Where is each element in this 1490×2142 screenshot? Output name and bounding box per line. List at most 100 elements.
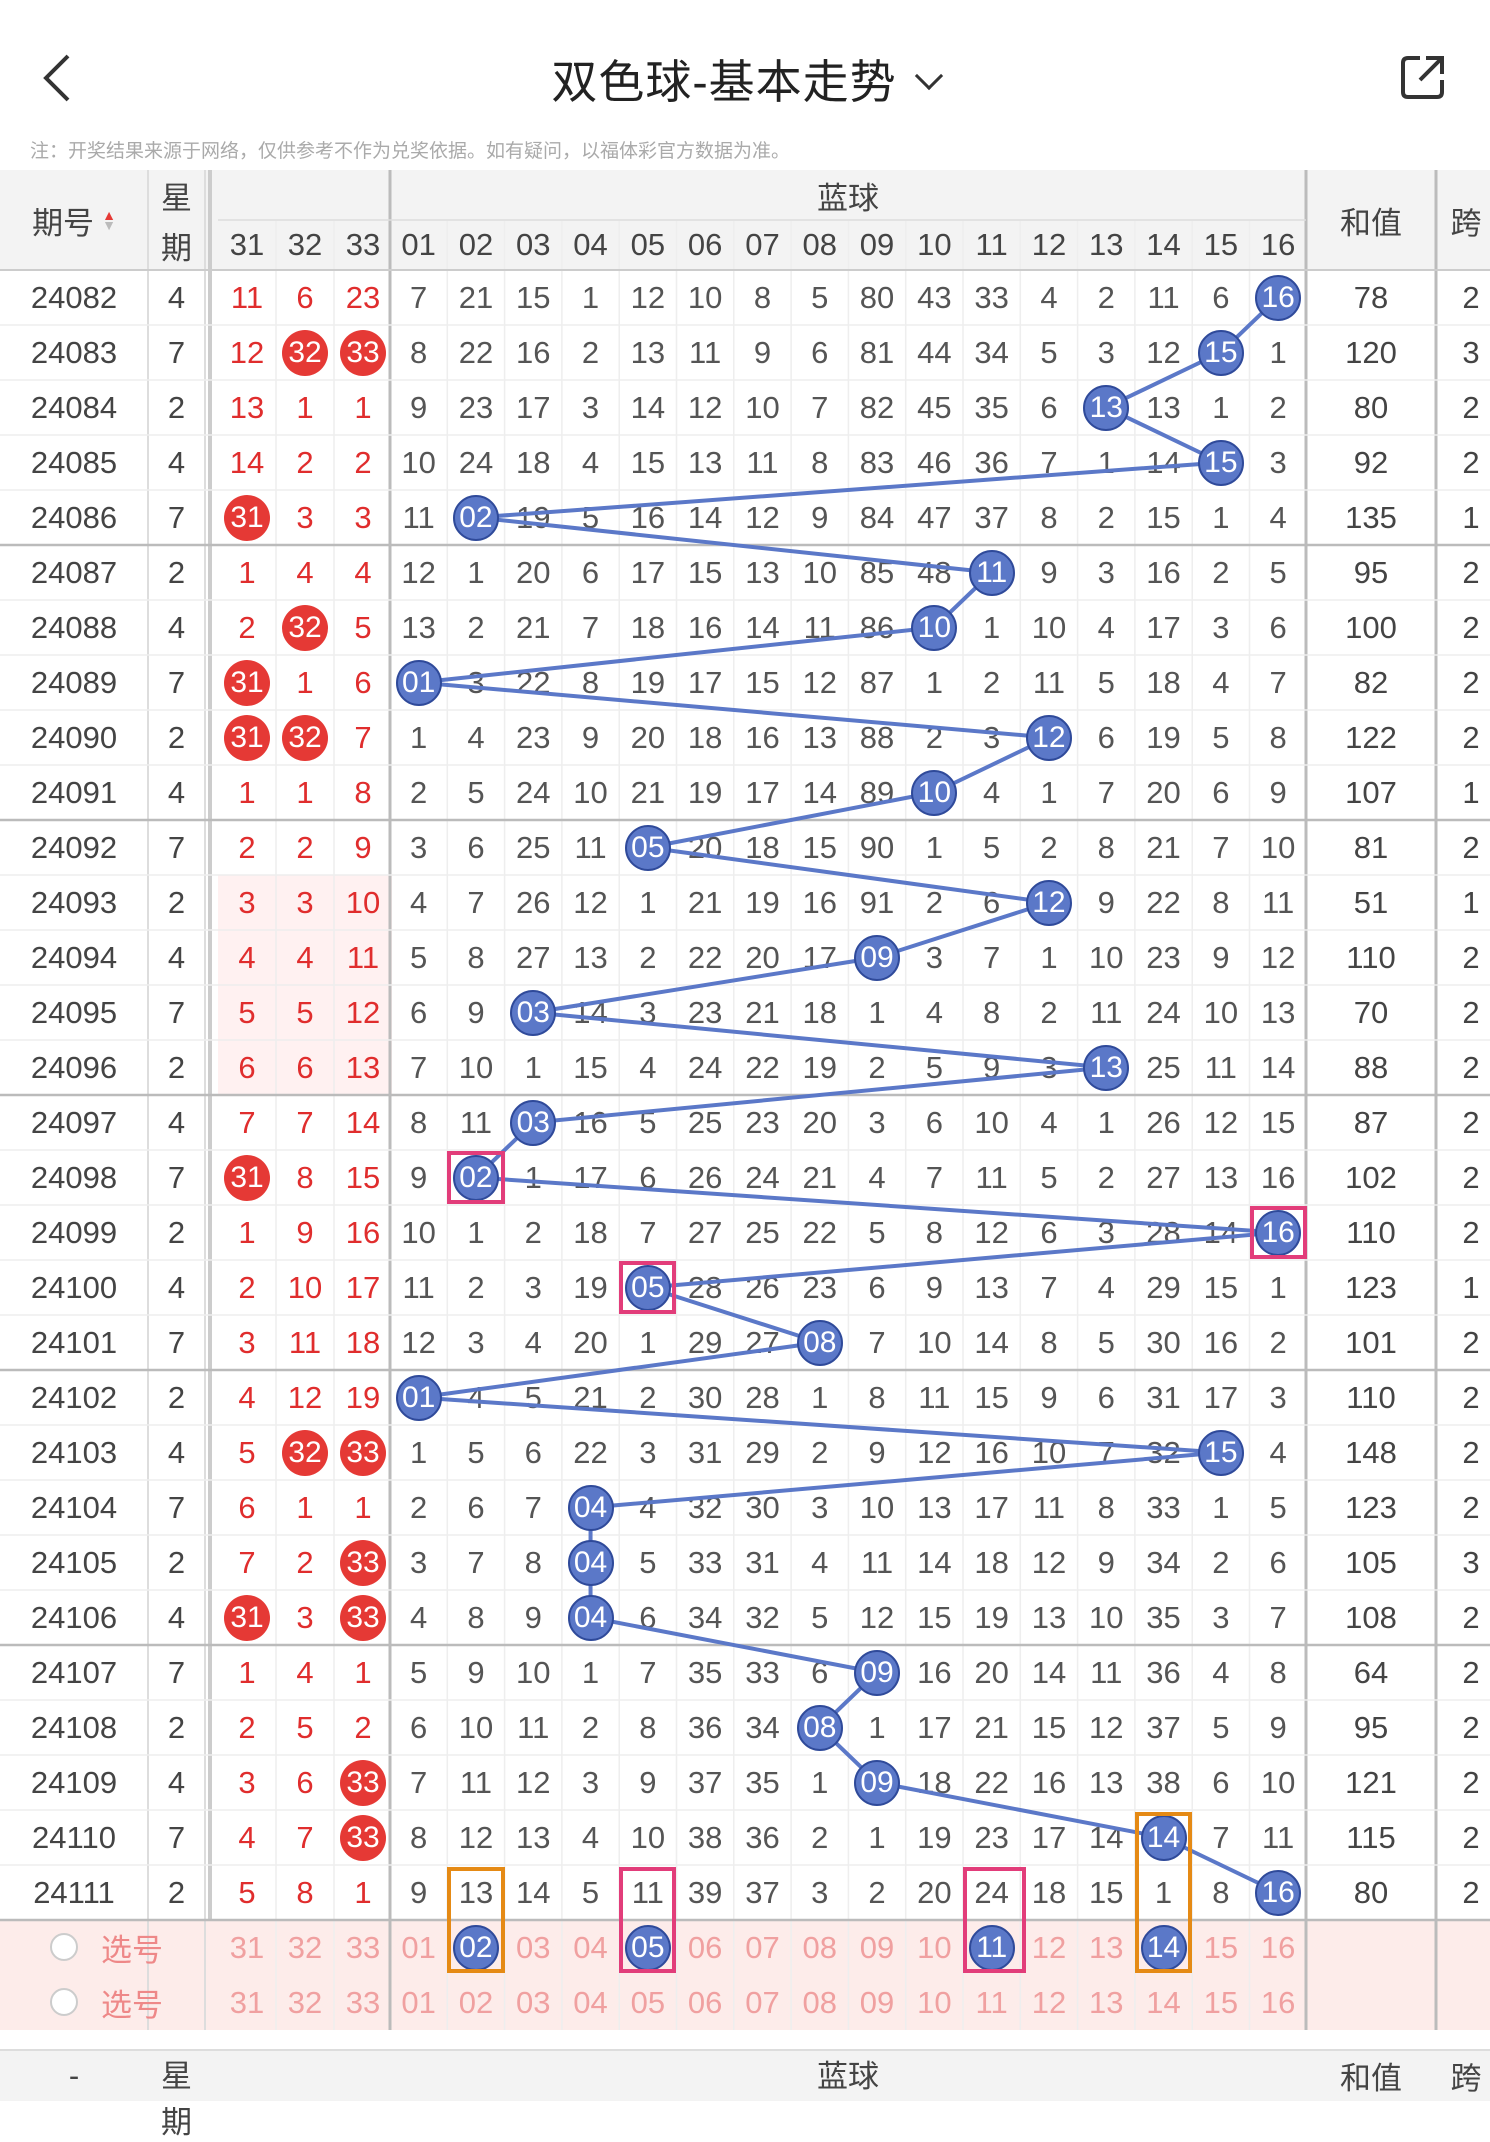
red-miss-count: 1 bbox=[238, 554, 256, 590]
blue-miss-count: 6 bbox=[868, 1269, 886, 1305]
blue-miss-count: 6 bbox=[1269, 609, 1287, 645]
blue-miss-count: 21 bbox=[458, 279, 494, 315]
red-miss-count: 1 bbox=[296, 664, 314, 700]
red-miss-count: 10 bbox=[345, 884, 381, 920]
blue-miss-count: 2 bbox=[811, 1819, 829, 1855]
issue-number: 24102 bbox=[30, 1379, 118, 1415]
red-miss-count: 4 bbox=[296, 1654, 314, 1690]
span-value: 2 bbox=[1462, 1654, 1480, 1690]
sum-value: 121 bbox=[1345, 1764, 1397, 1800]
blue-miss-count: 4 bbox=[1097, 1269, 1115, 1305]
blue-miss-count: 7 bbox=[639, 1654, 657, 1690]
blue-miss-count: 86 bbox=[859, 609, 895, 645]
blue-miss-count: 6 bbox=[639, 1159, 657, 1195]
blue-miss-count: 19 bbox=[687, 774, 723, 810]
blue-miss-count: 11 bbox=[1090, 1654, 1123, 1690]
blue-miss-count: 1 bbox=[1212, 1489, 1230, 1525]
blue-miss-count: 24 bbox=[745, 1159, 780, 1195]
blue-miss-count: 7 bbox=[1269, 1599, 1287, 1635]
header-blue-col: 05 bbox=[630, 227, 666, 262]
blue-miss-count: 8 bbox=[410, 334, 428, 370]
blue-miss-count: 22 bbox=[458, 334, 494, 370]
blue-miss-count: 11 bbox=[459, 1764, 493, 1800]
blue-miss-count: 3 bbox=[410, 829, 428, 865]
week-day: 2 bbox=[167, 884, 186, 920]
blue-miss-count: 81 bbox=[859, 334, 895, 370]
blue-miss-count: 9 bbox=[1269, 1709, 1287, 1745]
blue-miss-count: 28 bbox=[687, 1269, 723, 1305]
blue-miss-count: 4 bbox=[1040, 1104, 1058, 1140]
red-miss-count: 1 bbox=[238, 774, 256, 810]
blue-miss-count: 6 bbox=[1097, 1379, 1115, 1415]
blue-miss-count: 10 bbox=[630, 1819, 666, 1855]
blue-miss-count: 5 bbox=[467, 774, 485, 810]
blue-ball: 01 bbox=[395, 1374, 442, 1421]
issue-number: 24110 bbox=[32, 1819, 116, 1855]
blue-miss-count: 7 bbox=[1040, 1269, 1058, 1305]
blue-miss-count: 1 bbox=[1040, 939, 1058, 975]
blue-miss-count: 2 bbox=[868, 1049, 886, 1085]
blue-miss-count: 5 bbox=[639, 1544, 657, 1580]
page-title[interactable]: 双色球-基本走势 bbox=[0, 46, 1490, 112]
blue-miss-count: 8 bbox=[811, 444, 829, 480]
sum-value: 108 bbox=[1345, 1599, 1397, 1635]
issue-number: 24092 bbox=[30, 829, 118, 865]
header-blue-col: 11 bbox=[975, 227, 1008, 262]
red-miss-count: 2 bbox=[238, 1709, 256, 1745]
blue-miss-count: 8 bbox=[410, 1819, 428, 1855]
blue-miss-count: 5 bbox=[1212, 719, 1230, 755]
blue-miss-count: 12 bbox=[917, 1434, 952, 1470]
blue-ball: 13 bbox=[1083, 1044, 1130, 1091]
red-miss-count: 2 bbox=[238, 609, 256, 645]
blue-miss-count: 3 bbox=[925, 939, 943, 975]
blue-miss-count: 1 bbox=[639, 1324, 657, 1360]
issue-number: 24090 bbox=[30, 719, 118, 755]
sum-value: 102 bbox=[1345, 1159, 1397, 1195]
blue-miss-count: 11 bbox=[574, 829, 607, 865]
blue-miss-count: 1 bbox=[1097, 1104, 1115, 1140]
red-miss-count: 8 bbox=[354, 774, 372, 810]
blue-miss-count: 13 bbox=[1203, 1159, 1239, 1195]
header-issue[interactable]: 期号 ▲ ▼ bbox=[0, 170, 148, 270]
sum-value: 88 bbox=[1353, 1049, 1389, 1085]
blue-miss-count: 2 bbox=[581, 334, 600, 370]
red-miss-count: 2 bbox=[238, 1269, 256, 1305]
blue-miss-count: 10 bbox=[974, 1104, 1009, 1140]
sort-icon[interactable]: ▲ ▼ bbox=[102, 207, 116, 233]
header-sum: 和值 bbox=[1340, 205, 1402, 241]
blue-miss-count: 6 bbox=[811, 334, 829, 370]
blue-miss-count: 33 bbox=[1146, 1489, 1181, 1525]
blue-miss-count: 2 bbox=[811, 1434, 829, 1470]
blue-miss-count: 7 bbox=[467, 1544, 485, 1580]
header-blue-col: 02 bbox=[458, 227, 494, 262]
blue-miss-count: 12 bbox=[630, 279, 666, 315]
issue-number: 24088 bbox=[30, 609, 118, 645]
back-arrow-icon[interactable] bbox=[38, 50, 88, 106]
blue-miss-count: 5 bbox=[868, 1214, 886, 1250]
red-miss-count: 2 bbox=[296, 1544, 314, 1580]
week-day: 4 bbox=[167, 609, 186, 645]
blue-miss-count: 13 bbox=[917, 1489, 952, 1525]
blue-miss-count: 17 bbox=[917, 1709, 952, 1745]
blue-miss-count: 7 bbox=[410, 1049, 428, 1085]
red-miss-count: 2 bbox=[354, 1709, 372, 1745]
blue-miss-count: 1 bbox=[467, 554, 485, 590]
blue-miss-count: 7 bbox=[1212, 829, 1230, 865]
header-week-2: 期 bbox=[161, 230, 192, 266]
blue-miss-count: 20 bbox=[802, 1104, 837, 1140]
blue-miss-count: 3 bbox=[1097, 554, 1115, 590]
blue-miss-count: 2 bbox=[925, 884, 943, 920]
share-icon[interactable] bbox=[1398, 52, 1448, 102]
blue-miss-count: 9 bbox=[1097, 884, 1115, 920]
blue-miss-count: 22 bbox=[745, 1049, 780, 1085]
red-miss-count: 6 bbox=[296, 1764, 314, 1800]
issue-number: 24093 bbox=[30, 884, 118, 920]
blue-ball: 09 bbox=[854, 934, 901, 981]
red-miss-count: 1 bbox=[296, 1489, 314, 1525]
blue-miss-count: 31 bbox=[1146, 1379, 1181, 1415]
red-miss-count: 3 bbox=[296, 1599, 314, 1635]
blue-miss-count: 21 bbox=[516, 609, 551, 645]
blue-miss-count: 3 bbox=[1269, 1379, 1287, 1415]
header-blue-col: 07 bbox=[745, 227, 780, 262]
blue-miss-count: 7 bbox=[410, 1764, 428, 1800]
